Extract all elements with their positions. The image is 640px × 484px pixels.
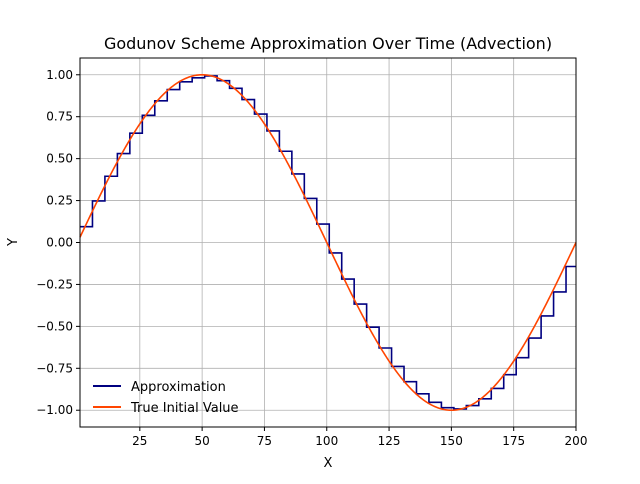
chart-title: Godunov Scheme Approximation Over Time (… — [104, 34, 552, 53]
series-true-initial-value-line — [79, 73, 577, 412]
y-tick-label: −1.00 — [36, 403, 73, 417]
x-tick-label: 50 — [194, 434, 209, 448]
y-tick-label: −0.25 — [36, 277, 73, 291]
x-tick-label: 175 — [502, 434, 525, 448]
legend-label-true-initial-value: True Initial Value — [130, 401, 239, 416]
x-tick-label: 75 — [257, 434, 272, 448]
x-tick-label: 150 — [440, 434, 463, 448]
series-layer — [79, 73, 577, 412]
y-tick-label: 1.00 — [46, 68, 73, 82]
y-tick-label: 0.25 — [46, 194, 73, 208]
legend-label-approximation: Approximation — [131, 380, 226, 395]
y-tick-label: −0.50 — [36, 319, 73, 333]
x-tick-label: 100 — [315, 434, 338, 448]
y-tick-label: 0.00 — [46, 236, 73, 250]
x-tick-label: 25 — [132, 434, 147, 448]
x-axis-label: X — [324, 456, 333, 471]
y-axis-label: Y — [6, 238, 21, 247]
y-tick-label: 0.75 — [46, 110, 73, 124]
y-tick-label: −0.75 — [36, 361, 73, 375]
y-tick-label: 0.50 — [46, 152, 73, 166]
legend: Approximation True Initial Value — [93, 380, 239, 416]
x-tick-label: 125 — [378, 434, 401, 448]
x-tick-label: 200 — [565, 434, 588, 448]
tick-layer: 25 50 75 100 125 150 175 200 1.00 0.75 0.50 0.25 0.0… — [36, 68, 587, 448]
